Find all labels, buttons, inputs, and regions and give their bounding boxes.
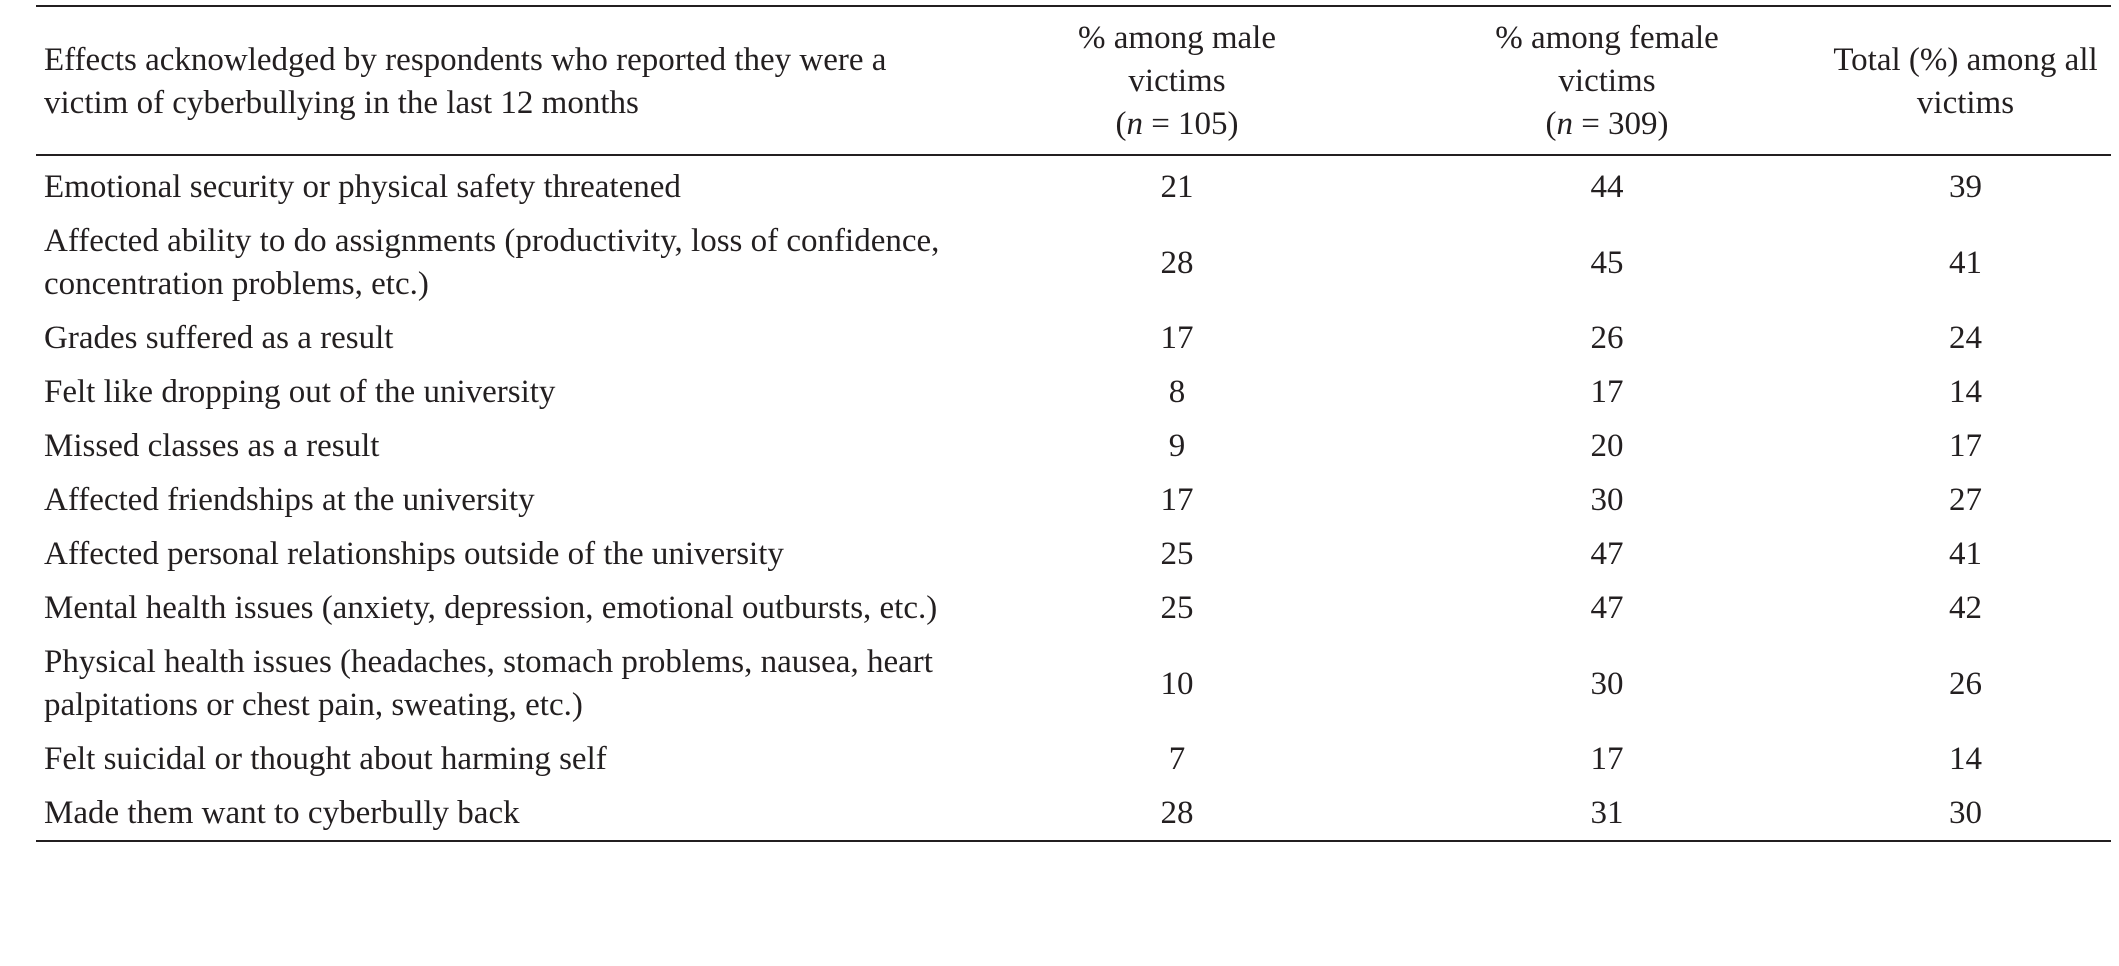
table-row: Mental health issues (anxiety, depressio…: [36, 581, 2111, 635]
header-female-n: (n = 309): [1545, 106, 1669, 142]
total-percent-cell: 26: [1949, 665, 1982, 702]
table-row: Physical health issues (headaches, stoma…: [36, 635, 2111, 732]
male-percent-cell: 25: [1160, 536, 1194, 572]
female-percent-cell: 31: [1590, 795, 1624, 831]
female-percent-cell: 20: [1590, 428, 1624, 464]
effect-cell: Affected ability to do assignments (prod…: [44, 223, 940, 302]
cyberbullying-effects-table-container: Effects acknowledged by respondents who …: [36, 5, 2111, 842]
female-percent-cell: 26: [1590, 320, 1624, 356]
table-row: Affected ability to do assignments (prod…: [36, 214, 2111, 311]
header-effect: Effects acknowledged by respondents who …: [44, 41, 887, 121]
female-percent-cell: 47: [1590, 590, 1624, 626]
total-percent-cell: 27: [1949, 482, 1982, 518]
table-row: Emotional security or physical safety th…: [36, 155, 2111, 214]
header-row: Effects acknowledged by respondents who …: [36, 6, 2111, 155]
table-row: Felt suicidal or thought about harming s…: [36, 732, 2111, 786]
total-percent-cell: 39: [1949, 169, 1982, 205]
male-percent-cell: 17: [1160, 320, 1194, 356]
effect-cell: Felt suicidal or thought about harming s…: [44, 741, 607, 777]
header-male-line2: victims: [1128, 63, 1226, 99]
table-row: Affected personal relationships outside …: [36, 527, 2111, 581]
female-percent-cell: 45: [1590, 244, 1624, 281]
male-percent-cell: 25: [1160, 590, 1194, 626]
table-row: Missed classes as a result 9 20 17: [36, 419, 2111, 473]
header-male-n: (n = 105): [1115, 106, 1239, 142]
header-female-n-rest: = 309): [1572, 106, 1669, 142]
male-percent-cell: 17: [1160, 482, 1194, 518]
table-row: Affected friendships at the university 17…: [36, 473, 2111, 527]
total-percent-cell: 14: [1949, 374, 1982, 410]
header-female-line1: % among female: [1495, 20, 1719, 56]
table-row: Felt like dropping out of the university…: [36, 365, 2111, 419]
total-percent-cell: 17: [1949, 428, 1982, 464]
male-percent-cell: 9: [1168, 428, 1186, 464]
female-percent-cell: 44: [1590, 169, 1624, 205]
header-male-line1: % among male: [1078, 20, 1276, 56]
header-female-victims: % among female victims (n = 309): [1394, 6, 1820, 155]
male-percent-cell: 10: [1160, 665, 1194, 702]
effect-cell: Grades suffered as a result: [44, 320, 394, 356]
effect-cell: Mental health issues (anxiety, depressio…: [44, 590, 938, 626]
female-percent-cell: 47: [1590, 536, 1624, 572]
female-percent-cell: 17: [1590, 741, 1624, 777]
total-percent-cell: 42: [1949, 590, 1982, 626]
female-percent-cell: 17: [1590, 374, 1624, 410]
header-total: Total (%) among all victims: [1833, 41, 2098, 121]
male-percent-cell: 28: [1160, 795, 1194, 831]
table-body: Emotional security or physical safety th…: [36, 155, 2111, 841]
table-row: Made them want to cyberbully back 28 31 30: [36, 786, 2111, 841]
effect-cell: Affected friendships at the university: [44, 482, 535, 518]
female-percent-cell: 30: [1590, 665, 1624, 702]
male-percent-cell: 7: [1168, 741, 1186, 777]
male-percent-cell: 21: [1160, 169, 1194, 205]
total-percent-cell: 14: [1949, 741, 1982, 777]
total-percent-cell: 30: [1949, 795, 1982, 831]
total-percent-cell: 24: [1949, 320, 1982, 356]
effect-cell: Missed classes as a result: [44, 428, 380, 464]
table-row: Grades suffered as a result 17 26 24: [36, 311, 2111, 365]
total-percent-cell: 41: [1949, 244, 1982, 281]
header-male-n-var: n: [1126, 106, 1143, 142]
table-header: Effects acknowledged by respondents who …: [36, 6, 2111, 155]
effect-cell: Physical health issues (headaches, stoma…: [44, 644, 933, 723]
cyberbullying-effects-table: Effects acknowledged by respondents who …: [36, 5, 2111, 842]
effect-cell: Affected personal relationships outside …: [44, 536, 784, 572]
effect-cell: Felt like dropping out of the university: [44, 374, 556, 410]
total-percent-cell: 41: [1949, 536, 1982, 572]
header-female-n-var: n: [1556, 106, 1573, 142]
header-male-n-rest: = 105): [1142, 106, 1239, 142]
effect-cell: Made them want to cyberbully back: [44, 795, 520, 831]
effect-cell: Emotional security or physical safety th…: [44, 169, 681, 205]
female-percent-cell: 30: [1590, 482, 1624, 518]
male-percent-cell: 28: [1160, 244, 1194, 281]
male-percent-cell: 8: [1168, 374, 1186, 410]
header-female-line2: victims: [1558, 63, 1656, 99]
header-male-victims: % among male victims (n = 105): [960, 6, 1394, 155]
